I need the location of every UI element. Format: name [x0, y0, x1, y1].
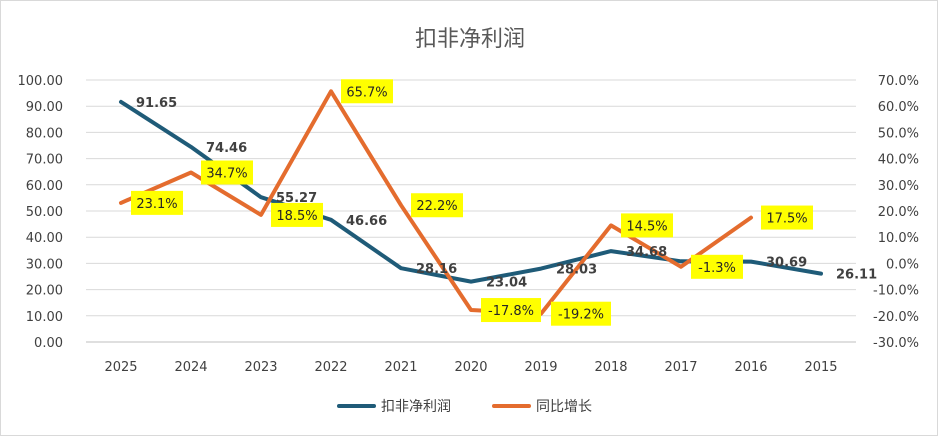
- net-profit-label: 34.68: [626, 245, 667, 260]
- growth-label: -17.8%: [481, 298, 541, 323]
- net-profit-label: 26.11: [836, 268, 877, 283]
- legend-label-net-profit: 扣非净利润: [381, 399, 451, 415]
- x-axis-tick: 2015: [804, 360, 837, 375]
- growth-label: 65.7%: [341, 79, 393, 104]
- net-profit-label: 23.04: [486, 276, 527, 291]
- x-axis-tick: 2017: [664, 360, 697, 375]
- net-profit-label: 55.27: [276, 191, 317, 206]
- growth-label: 18.5%: [271, 202, 323, 227]
- growth-label-text: -1.3%: [698, 261, 736, 276]
- left-axis-tick: 60.00: [26, 179, 63, 194]
- left-axis-tick: 50.00: [26, 205, 63, 220]
- growth-label-box: [201, 160, 253, 185]
- net-profit-label: 30.69: [766, 256, 807, 271]
- right-axis-tick: 10.0%: [878, 231, 919, 246]
- legend-label-yoy-growth: 同比增长: [536, 399, 592, 415]
- growth-label-box: [481, 298, 541, 323]
- growth-label-text: 34.7%: [206, 166, 247, 181]
- growth-label-text: 22.2%: [416, 199, 457, 214]
- net-profit-label: 91.65: [136, 96, 177, 111]
- growth-label-text: 65.7%: [346, 85, 387, 100]
- x-axis-tick: 2018: [594, 360, 627, 375]
- growth-label-text: 14.5%: [626, 219, 667, 234]
- right-axis-tick: 40.0%: [878, 153, 919, 168]
- x-axis-tick: 2016: [734, 360, 767, 375]
- growth-label: 14.5%: [621, 213, 673, 238]
- growth-label-box: [131, 190, 183, 215]
- chart-title: 扣非净利润: [415, 27, 525, 52]
- growth-label-box: [761, 205, 813, 230]
- right-axis-tick: -20.0%: [873, 310, 919, 325]
- growth-label: 17.5%: [761, 205, 813, 230]
- net-profit-label: 46.66: [346, 214, 387, 229]
- x-axis-tick: 2021: [384, 360, 417, 375]
- left-axis-tick: 20.00: [26, 284, 63, 299]
- growth-label-text: 23.1%: [136, 197, 177, 212]
- left-axis-tick: 70.00: [26, 153, 63, 168]
- growth-label-text: -19.2%: [558, 308, 604, 323]
- x-axis-labels: 2025 2024 2023 2022 2021 2020 2019 2018 2017 2016…: [104, 360, 837, 375]
- series-line-yoy-growth: [119, 89, 753, 316]
- growth-label: -19.2%: [551, 301, 611, 326]
- x-axis-tick: 2022: [314, 360, 347, 375]
- left-axis-tick: 40.00: [26, 231, 63, 246]
- growth-label-text: 17.5%: [766, 212, 807, 227]
- left-axis-tick: 0.00: [34, 336, 63, 351]
- left-axis-tick: 30.00: [26, 257, 63, 272]
- right-axis-tick: 70.0%: [878, 74, 919, 89]
- growth-label-text: 18.5%: [276, 209, 317, 224]
- left-axis-tick: 90.00: [26, 100, 63, 115]
- growth-label-box: [271, 202, 323, 227]
- growth-label-box: [551, 301, 611, 326]
- growth-label: 23.1%: [131, 190, 183, 215]
- series-lines: [119, 89, 823, 316]
- growth-label-text: -17.8%: [488, 304, 534, 319]
- legend: 扣非净利润 同比增长: [337, 399, 592, 415]
- gridlines: [86, 79, 856, 343]
- right-axis-tick: -30.0%: [873, 336, 919, 351]
- growth-label-box: [341, 79, 393, 104]
- right-axis-tick: 30.0%: [878, 179, 919, 194]
- growth-label-box: [691, 254, 743, 279]
- right-axis-tick: -10.0%: [873, 284, 919, 299]
- growth-label: 22.2%: [411, 193, 463, 218]
- net-profit-label: 74.46: [206, 141, 247, 156]
- net-profit-label: 28.03: [556, 263, 597, 278]
- x-axis-tick: 2020: [454, 360, 487, 375]
- right-axis-tick: 60.0%: [878, 100, 919, 115]
- data-labels: 91.65 74.46 55.27 46.66 28.16 23.04 28.03 34.68…: [131, 79, 877, 326]
- growth-label: 34.7%: [201, 160, 253, 185]
- growth-label: -1.3%: [691, 254, 743, 279]
- x-axis-tick: 2024: [174, 360, 207, 375]
- right-axis-labels: -30.0% -20.0% -10.0% 0.0% 10.0% 20.0% 30.0% 40.…: [873, 74, 919, 351]
- x-axis-tick: 2025: [104, 360, 137, 375]
- left-axis-tick: 100.00: [18, 74, 64, 89]
- x-axis-tick: 2019: [524, 360, 557, 375]
- x-axis-tick: 2023: [244, 360, 277, 375]
- left-axis-tick: 10.00: [26, 310, 63, 325]
- net-profit-label: 28.16: [416, 262, 457, 277]
- growth-label-box: [411, 193, 463, 218]
- right-axis-tick: 20.0%: [878, 205, 919, 220]
- left-axis-tick: 80.00: [26, 126, 63, 141]
- left-axis-labels: 0.00 10.00 20.00 30.00 40.00 50.00 60.00 70.00 8…: [18, 74, 64, 351]
- right-axis-tick: 0.0%: [886, 257, 919, 272]
- right-axis-tick: 50.0%: [878, 126, 919, 141]
- growth-label-box: [621, 213, 673, 238]
